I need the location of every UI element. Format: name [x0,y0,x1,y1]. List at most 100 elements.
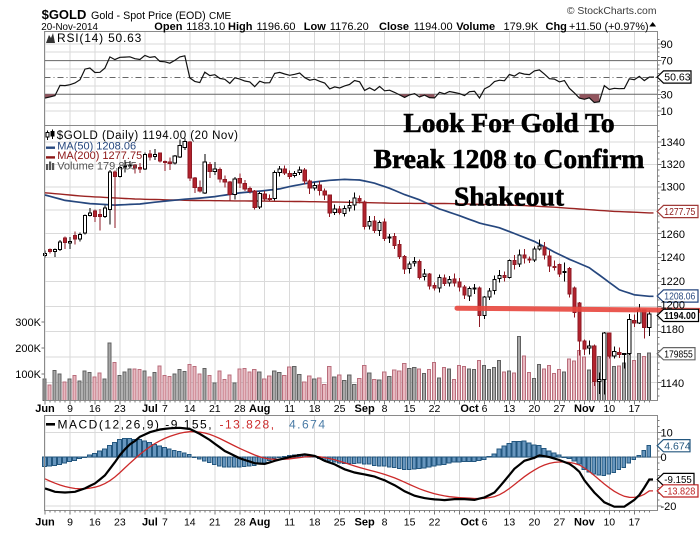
svg-text:27: 27 [554,517,566,529]
svg-text:179855: 179855 [664,348,693,360]
svg-text:11: 11 [284,517,295,529]
svg-text:22: 22 [429,517,441,529]
svg-text:18: 18 [309,517,321,529]
svg-text:-20: -20 [661,501,677,513]
svg-text:15: 15 [404,403,416,415]
svg-text:RSI(14) 50.63: RSI(14) 50.63 [57,31,142,45]
svg-text:7: 7 [162,403,168,415]
svg-text:-13.828,: -13.828, [220,418,276,432]
svg-text:Aug: Aug [249,403,270,415]
svg-text:1196.60: 1196.60 [257,21,296,33]
svg-text:9: 9 [67,403,73,415]
svg-text:Close: Close [379,21,409,33]
svg-text:-9.155: -9.155 [664,474,692,486]
svg-text:50.63: 50.63 [664,72,690,84]
svg-text:10: 10 [661,106,673,118]
svg-text:Low: Low [304,21,326,33]
svg-text:MA(200) 1277.75: MA(200) 1277.75 [57,150,142,162]
svg-text:8: 8 [382,517,388,529]
svg-text:1140: 1140 [661,378,685,390]
svg-text:1260: 1260 [661,229,685,241]
svg-text:18: 18 [309,403,321,415]
svg-text:7: 7 [162,517,168,529]
svg-text:10: 10 [603,403,615,415]
svg-text:1194.00: 1194.00 [664,310,696,322]
svg-text:14: 14 [184,403,196,415]
svg-text:10: 10 [603,517,615,529]
svg-text:70: 70 [661,56,673,68]
svg-text:10: 10 [661,428,673,440]
svg-text:Shakeout: Shakeout [454,181,565,212]
svg-text:1320: 1320 [661,159,685,171]
svg-text:22: 22 [429,403,441,415]
svg-text:11: 11 [284,403,295,415]
svg-text:Oct: Oct [460,517,479,529]
svg-text:20: 20 [529,517,541,529]
svg-text:Open: Open [154,21,182,33]
svg-text:6: 6 [482,403,488,415]
svg-text:27: 27 [554,403,566,415]
svg-text:1176.20: 1176.20 [330,21,369,33]
svg-text:1200: 1200 [661,300,685,312]
svg-text:100K: 100K [15,369,41,381]
svg-text:Jul: Jul [142,517,158,529]
svg-text:Jun: Jun [35,517,55,529]
svg-text:Oct: Oct [460,403,479,415]
svg-text:1183.10: 1183.10 [186,21,225,33]
svg-text:1277.75: 1277.75 [664,206,695,218]
svg-text:1180: 1180 [661,324,685,336]
svg-text:MA(50) 1208.06: MA(50) 1208.06 [57,140,136,152]
svg-text:28: 28 [234,403,246,415]
svg-text:1220: 1220 [661,276,685,288]
svg-text:Gold - Spot Price (EOD): Gold - Spot Price (EOD) [91,10,206,22]
svg-text:8: 8 [382,403,388,415]
svg-text:21: 21 [209,403,221,415]
svg-text:Nov: Nov [574,517,596,529]
svg-text:-13.828: -13.828 [664,486,695,498]
svg-text:Nov: Nov [574,403,596,415]
svg-text:6: 6 [482,517,488,529]
svg-text:Jun: Jun [35,403,55,415]
svg-text:Break 1208 to Confirm: Break 1208 to Confirm [374,143,645,174]
svg-text:Chg: Chg [546,21,567,33]
svg-text:Aug: Aug [249,517,270,529]
svg-text:MACD(12,26,9) -9.155,: MACD(12,26,9) -9.155, [58,418,214,432]
svg-text:179.9K: 179.9K [504,21,540,33]
svg-text:1208.06: 1208.06 [664,291,695,303]
svg-text:High: High [228,21,253,33]
svg-text:Sep: Sep [355,403,375,415]
svg-text:Jul: Jul [142,403,158,415]
svg-text:15: 15 [404,517,416,529]
svg-text:1300: 1300 [661,182,685,194]
svg-text:20: 20 [529,403,541,415]
svg-text:16: 16 [89,403,101,415]
svg-text:14: 14 [184,517,196,529]
svg-text:23: 23 [114,517,126,529]
svg-text:1240: 1240 [661,252,685,264]
svg-text:17: 17 [628,403,640,415]
svg-text:25: 25 [334,403,346,415]
svg-text:4.674: 4.674 [664,440,690,452]
svg-text:4.674: 4.674 [289,418,327,432]
svg-text:16: 16 [89,517,101,529]
svg-text:CME: CME [209,11,232,22]
svg-text:90: 90 [661,39,673,51]
svg-text:30: 30 [661,89,673,101]
svg-text:13: 13 [504,517,516,529]
svg-text:200K: 200K [15,343,41,355]
svg-text:1340: 1340 [661,137,685,149]
svg-text:13: 13 [504,403,516,415]
svg-text:1194.00: 1194.00 [414,21,453,33]
svg-text:Sep: Sep [355,517,375,529]
svg-text:+11.50 (+0.97%): +11.50 (+0.97%) [569,21,649,33]
svg-text:Look For Gold To: Look For Gold To [403,107,614,138]
svg-text:Volume: Volume [456,21,495,33]
svg-text:21: 21 [209,517,221,529]
svg-text:$GOLD: $GOLD [42,7,87,22]
svg-text:0: 0 [661,452,667,464]
svg-text:$GOLD (Daily) 1194.00 (20 Nov): $GOLD (Daily) 1194.00 (20 Nov) [57,130,239,142]
svg-text:28: 28 [234,517,246,529]
svg-text:300K: 300K [15,317,41,329]
svg-text:Volume 179,855: Volume 179,855 [57,160,137,172]
svg-text:20-Nov-2014: 20-Nov-2014 [41,22,98,33]
